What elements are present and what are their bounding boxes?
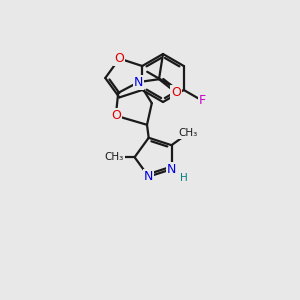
Text: N: N xyxy=(167,163,176,176)
Text: F: F xyxy=(199,94,206,107)
Text: N: N xyxy=(134,76,143,88)
Text: CH₃: CH₃ xyxy=(178,128,198,138)
Text: CH₃: CH₃ xyxy=(105,152,124,162)
Text: N: N xyxy=(144,170,153,183)
Text: O: O xyxy=(115,52,124,65)
Text: O: O xyxy=(111,109,121,122)
Text: O: O xyxy=(171,86,181,99)
Text: H: H xyxy=(180,173,188,183)
